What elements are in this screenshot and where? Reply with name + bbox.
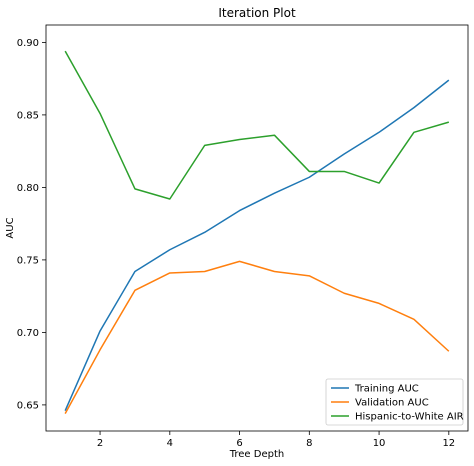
x-tick-label: 12 xyxy=(442,438,455,449)
series-line-2 xyxy=(64,260,450,414)
y-axis-label: AUC xyxy=(5,217,16,238)
legend-label: Validation AUC xyxy=(355,398,429,409)
legend-label: Hispanic-to-White AIR xyxy=(355,412,464,423)
legend: Training AUC Validation AUC Hispanic-to-Wh… xyxy=(325,378,464,426)
chart-title: Iteration Plot xyxy=(218,6,296,20)
x-tick-label: 10 xyxy=(373,438,386,449)
x-tick-label: 2 xyxy=(97,438,103,449)
y-tick-label: 0.80 xyxy=(17,183,39,194)
x-tick-label: 8 xyxy=(306,438,312,449)
series-line-3 xyxy=(64,50,450,200)
series-line-1 xyxy=(64,79,450,412)
series-layer xyxy=(64,50,450,414)
y-tick-label: 0.90 xyxy=(17,38,39,49)
x-tick-label: 4 xyxy=(167,438,173,449)
plot-area xyxy=(46,25,468,431)
plot-frame xyxy=(45,24,469,432)
legend-label: Training AUC xyxy=(354,384,419,395)
legend-box xyxy=(325,378,464,426)
y-tick-label: 0.75 xyxy=(17,255,39,266)
y-tick-label: 0.85 xyxy=(17,110,39,121)
x-axis: 2 4 6 8 10 12 xyxy=(97,431,455,449)
x-axis-label: Tree Depth xyxy=(229,449,284,460)
y-tick-label: 0.70 xyxy=(17,328,39,339)
y-tick-label: 0.65 xyxy=(17,400,39,411)
x-tick-label: 6 xyxy=(236,438,242,449)
y-axis: 0.65 0.70 0.75 0.80 0.85 0.90 xyxy=(17,38,46,411)
